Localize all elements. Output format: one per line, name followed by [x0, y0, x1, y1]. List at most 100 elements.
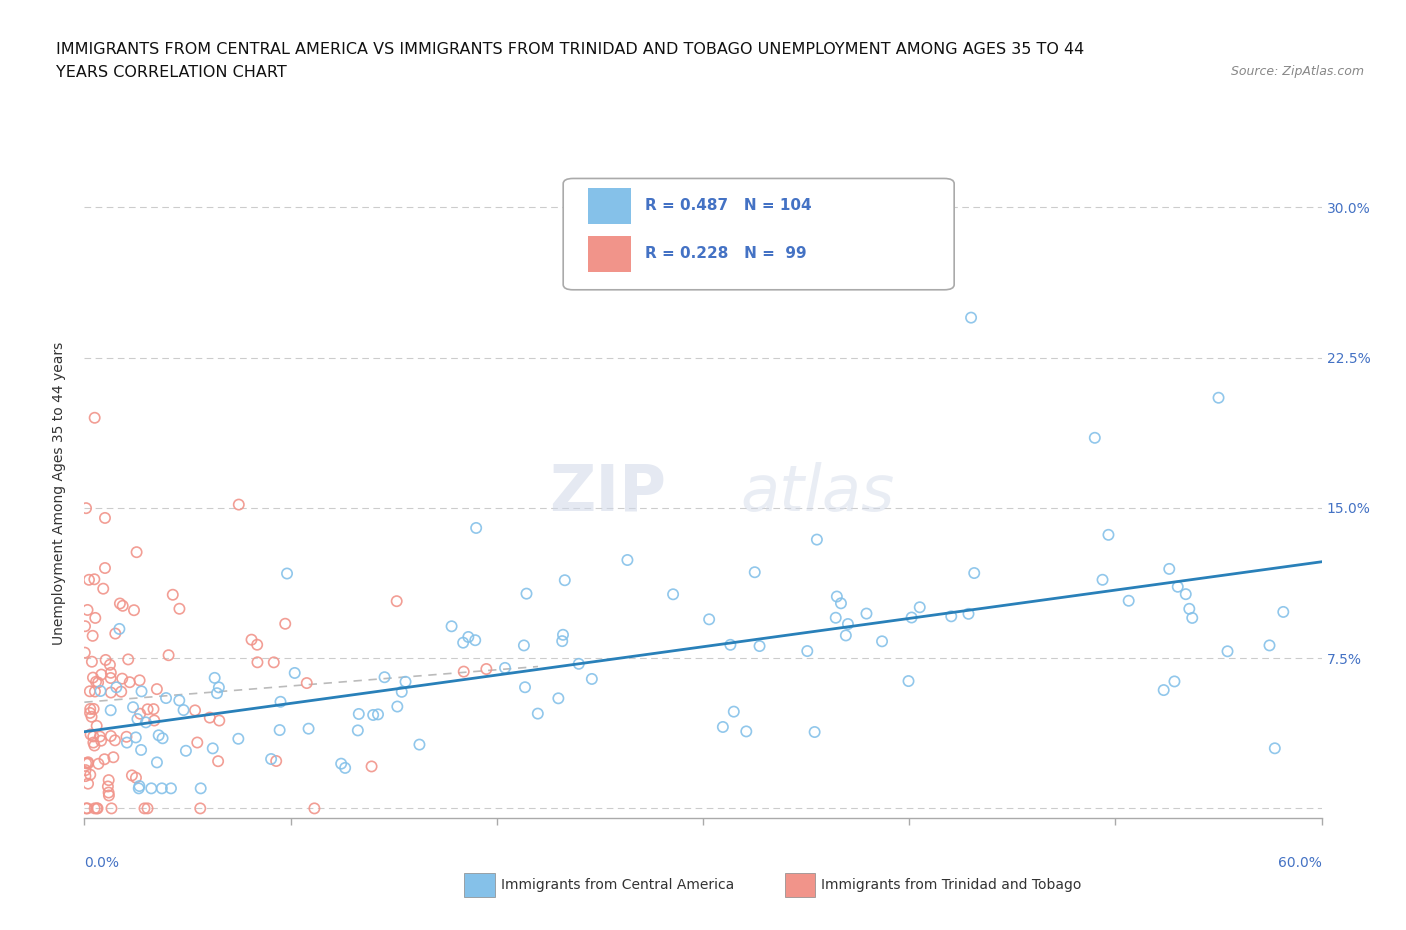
Point — [122, 699, 145, 714]
Point — [82, 671, 104, 685]
Point — [391, 684, 413, 699]
Point — [554, 573, 576, 588]
Point — [110, 684, 132, 699]
Point — [131, 684, 153, 698]
Point — [188, 801, 211, 816]
Point — [551, 628, 574, 643]
Point — [104, 626, 127, 641]
Point — [77, 777, 100, 791]
Point — [796, 644, 818, 658]
Point — [146, 755, 169, 770]
Point — [117, 652, 139, 667]
Point — [97, 779, 120, 794]
Point — [748, 639, 770, 654]
Point — [1272, 604, 1295, 619]
Point — [100, 801, 122, 816]
Point — [824, 610, 846, 625]
Point — [1153, 683, 1175, 698]
Point — [94, 511, 117, 525]
Point — [735, 724, 758, 738]
Point — [1163, 674, 1185, 689]
Point — [440, 618, 463, 633]
Point — [129, 742, 152, 757]
Point — [86, 718, 108, 733]
Point — [387, 699, 409, 714]
Point — [150, 781, 173, 796]
Point — [900, 610, 922, 625]
Point — [835, 628, 858, 643]
Point — [208, 713, 231, 728]
Point — [908, 600, 931, 615]
Point — [83, 410, 105, 425]
Point — [361, 708, 384, 723]
Point — [90, 733, 112, 748]
Point — [228, 731, 250, 746]
Text: 0.0%: 0.0% — [84, 856, 120, 870]
Point — [115, 735, 138, 750]
Point — [152, 731, 174, 746]
Point — [83, 572, 105, 587]
Point — [79, 767, 101, 782]
Point — [276, 566, 298, 581]
Point — [1091, 572, 1114, 587]
Text: atlas: atlas — [740, 462, 894, 524]
Point — [1174, 587, 1197, 602]
Point — [616, 552, 638, 567]
Point — [374, 670, 396, 684]
Point — [75, 756, 97, 771]
Point — [97, 785, 120, 800]
Y-axis label: Unemployment Among Ages 35 to 44 years: Unemployment Among Ages 35 to 44 years — [52, 341, 66, 644]
Point — [718, 637, 741, 652]
Point — [89, 729, 111, 744]
Point — [100, 671, 122, 685]
Point — [91, 581, 114, 596]
Point — [581, 671, 603, 686]
Point — [108, 621, 131, 636]
FancyBboxPatch shape — [564, 179, 955, 290]
Point — [128, 778, 150, 793]
Point — [551, 633, 574, 648]
Point — [830, 596, 852, 611]
Point — [76, 603, 98, 618]
Text: R = 0.228   N =  99: R = 0.228 N = 99 — [645, 246, 807, 261]
Point — [77, 755, 100, 770]
Point — [136, 801, 159, 816]
Point — [77, 756, 100, 771]
Point — [79, 701, 101, 716]
Point — [76, 801, 98, 816]
Point — [87, 756, 110, 771]
Point — [897, 673, 920, 688]
Text: R = 0.487   N = 104: R = 0.487 N = 104 — [645, 198, 811, 213]
Point — [157, 648, 180, 663]
Point — [284, 666, 307, 681]
Point — [84, 610, 107, 625]
Point — [957, 606, 980, 621]
Point — [941, 609, 963, 624]
Point — [1181, 610, 1204, 625]
Point — [142, 701, 165, 716]
Point — [190, 781, 212, 796]
Point — [825, 589, 848, 604]
Point — [90, 667, 112, 682]
Point — [125, 545, 148, 560]
Point — [82, 729, 104, 744]
Point — [79, 727, 101, 742]
Text: Source: ZipAtlas.com: Source: ZipAtlas.com — [1230, 65, 1364, 78]
Text: ZIP: ZIP — [548, 462, 666, 524]
Point — [960, 311, 983, 325]
Point — [451, 635, 474, 650]
Point — [1258, 638, 1281, 653]
Point — [162, 588, 184, 603]
Point — [385, 593, 408, 608]
Point — [122, 603, 145, 618]
Point — [513, 638, 536, 653]
Point — [408, 737, 430, 752]
Point — [146, 682, 169, 697]
Point — [346, 723, 368, 737]
Point — [394, 674, 416, 689]
Point — [83, 801, 105, 816]
Point — [73, 618, 96, 633]
Point — [79, 684, 101, 698]
Point — [269, 723, 291, 737]
Point — [75, 769, 97, 784]
